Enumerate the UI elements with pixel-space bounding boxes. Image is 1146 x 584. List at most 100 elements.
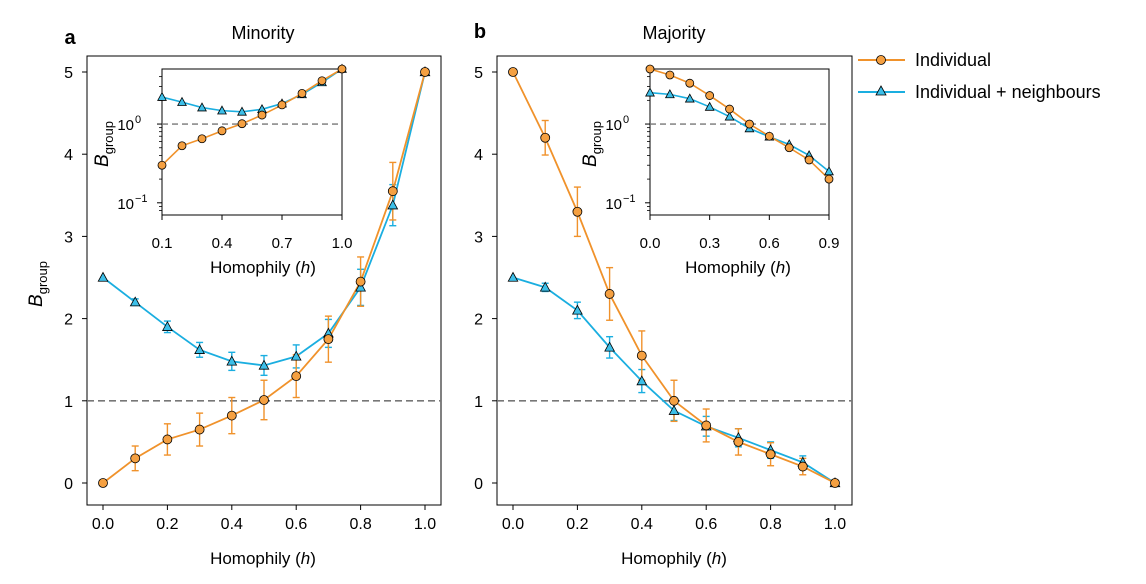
- point-a-neighbours-0: [97, 271, 109, 282]
- y-axis-title-a: Bgroup: [26, 261, 50, 307]
- panel-letter-a: a: [64, 27, 76, 49]
- x-tick-label-a-1: 0.2: [156, 516, 178, 533]
- inset-point-a-individual-2: [197, 134, 207, 144]
- inset-x-tick-label-a-3: 1.0: [332, 235, 353, 252]
- point-b-neighbours-3: [604, 341, 616, 352]
- inset-point-a-individual-1: [177, 141, 187, 151]
- point-b-individual-2: [572, 206, 583, 217]
- point-a-individual-3: [194, 424, 205, 435]
- x-axis-title-b: Homophily (h): [621, 549, 727, 568]
- inset-y-axis-title-b: Bgroup: [580, 121, 604, 167]
- inset-x-tick-label-a-2: 0.7: [272, 235, 293, 252]
- legend-marker-neighbours: [875, 85, 887, 96]
- inset-y-tick-exponent-a-1: 0: [135, 114, 141, 126]
- inset-point-b-individual-0: [645, 64, 655, 74]
- inset-point-b-individual-1: [665, 70, 675, 80]
- x-tick-label-a-5: 1.0: [414, 516, 436, 533]
- x-tick-label-b-2: 0.4: [631, 516, 653, 533]
- plot-frame-b: [496, 55, 853, 506]
- inset-point-a-individual-7: [297, 88, 307, 98]
- inset-point-a-neighbours-4: [237, 106, 247, 116]
- inset-x-tick-label-a-0: 0.1: [152, 235, 173, 252]
- plot-frame-a: [86, 55, 442, 506]
- x-tick-label-a-0: 0.0: [92, 516, 114, 533]
- point-a-individual-9: [387, 186, 398, 197]
- inset-y-tick-exponent-a-0: −1: [135, 193, 148, 205]
- panel-letter-b: b: [474, 21, 486, 43]
- inset-y-tick-label-b-0: 10: [605, 196, 622, 213]
- point-a-individual-6: [291, 371, 302, 382]
- y-tick-label-a-0: 0: [64, 476, 73, 493]
- point-b-individual-7: [733, 436, 744, 447]
- inset-point-b-neighbours-3: [704, 101, 715, 111]
- inset-series-line-a-neighbours: [161, 68, 343, 113]
- inset-frame-a: [161, 68, 343, 216]
- y-tick-label-b-4: 4: [474, 147, 483, 164]
- inset-y-tick-exponent-b-0: −1: [623, 193, 636, 205]
- inset-point-b-neighbours-1: [664, 89, 675, 99]
- x-tick-label-b-3: 0.6: [695, 516, 717, 533]
- inset-x-tick-label-b-3: 0.9: [819, 235, 840, 252]
- x-tick-label-b-1: 0.2: [566, 516, 588, 533]
- y-tick-label-b-1: 1: [474, 394, 483, 411]
- inset-point-a-neighbours-2: [197, 102, 207, 112]
- point-b-individual-9: [797, 461, 808, 472]
- inset-y-tick-exponent-b-1: 0: [623, 114, 629, 126]
- panel-minority: a Minority 0.0 0.2 0.4 0.6 0.8 1.0 0 1 2 3 4 5 Homo…: [26, 23, 442, 568]
- point-a-neighbours-9: [387, 199, 399, 210]
- legend-label-individual: Individual: [915, 50, 991, 70]
- point-b-individual-4: [636, 350, 647, 361]
- inset-point-a-individual-3: [217, 126, 227, 136]
- point-b-individual-1: [540, 132, 551, 143]
- point-b-individual-6: [701, 420, 712, 431]
- x-tick-label-a-3: 0.6: [285, 516, 307, 533]
- inset-point-a-individual-0: [157, 160, 167, 170]
- inset-x-tick-label-b-1: 0.3: [699, 235, 720, 252]
- y-tick-label-b-5: 5: [474, 65, 483, 82]
- inset-y-tick-label-a-1: 10: [117, 117, 134, 134]
- legend: Individual Individual + neighbours: [858, 50, 1101, 102]
- inset-point-b-individual-3: [705, 91, 715, 100]
- point-a-individual-5: [259, 395, 269, 405]
- inset-series-line-a-individual: [161, 68, 343, 166]
- legend-entry-neighbours: Individual + neighbours: [858, 82, 1101, 102]
- point-b-neighbours-2: [571, 304, 583, 315]
- inset-point-b-individual-2: [685, 78, 695, 88]
- inset-x-tick-label-b-0: 0.0: [640, 235, 661, 252]
- inset-series-line-b-neighbours: [649, 91, 830, 173]
- inset-point-a-neighbours-1: [177, 96, 187, 106]
- inset-y-tick-label-a-0: 10: [117, 196, 134, 213]
- panel-title-a: Minority: [231, 23, 294, 43]
- point-b-individual-8: [765, 449, 776, 460]
- legend-entry-individual: Individual: [858, 50, 991, 70]
- panel-majority: b Majority 0.0 0.2 0.4 0.6 0.8 1.0 0 1 2 3 4 5 Homo…: [474, 21, 853, 568]
- y-tick-label-b-0: 0: [474, 476, 483, 493]
- y-tick-label-a-4: 4: [64, 147, 73, 164]
- inset-x-tick-label-b-2: 0.6: [759, 235, 780, 252]
- inset-point-a-individual-6: [277, 100, 287, 110]
- inset-point-a-individual-8: [317, 76, 327, 86]
- point-b-neighbours-1: [539, 281, 551, 292]
- inset-y-tick-label-b-1: 10: [605, 117, 622, 134]
- inset-point-b-individual-6: [764, 131, 774, 141]
- inset-point-b-individual-8: [804, 155, 814, 165]
- point-a-neighbours-4: [226, 355, 238, 366]
- point-a-individual-1: [130, 453, 141, 464]
- inset-frame-b: [649, 68, 830, 216]
- inset-point-b-neighbours-0: [645, 87, 655, 97]
- point-a-neighbours-3: [194, 343, 206, 354]
- point-a-individual-10: [420, 67, 430, 77]
- legend-label-neighbours: Individual + neighbours: [915, 82, 1101, 102]
- inset-y-axis-title-a: Bgroup: [92, 121, 116, 167]
- point-a-neighbours-8: [355, 281, 367, 292]
- inset-point-b-neighbours-2: [684, 93, 695, 103]
- point-a-neighbours-6: [290, 350, 302, 361]
- y-tick-label-a-3: 3: [64, 229, 73, 246]
- inset-point-b-neighbours-4: [724, 111, 735, 121]
- point-b-neighbours-4: [636, 375, 648, 386]
- point-a-individual-2: [162, 434, 173, 445]
- point-a-individual-0: [98, 478, 108, 488]
- y-tick-label-b-2: 2: [474, 312, 483, 329]
- inset-point-a-neighbours-0: [157, 91, 167, 101]
